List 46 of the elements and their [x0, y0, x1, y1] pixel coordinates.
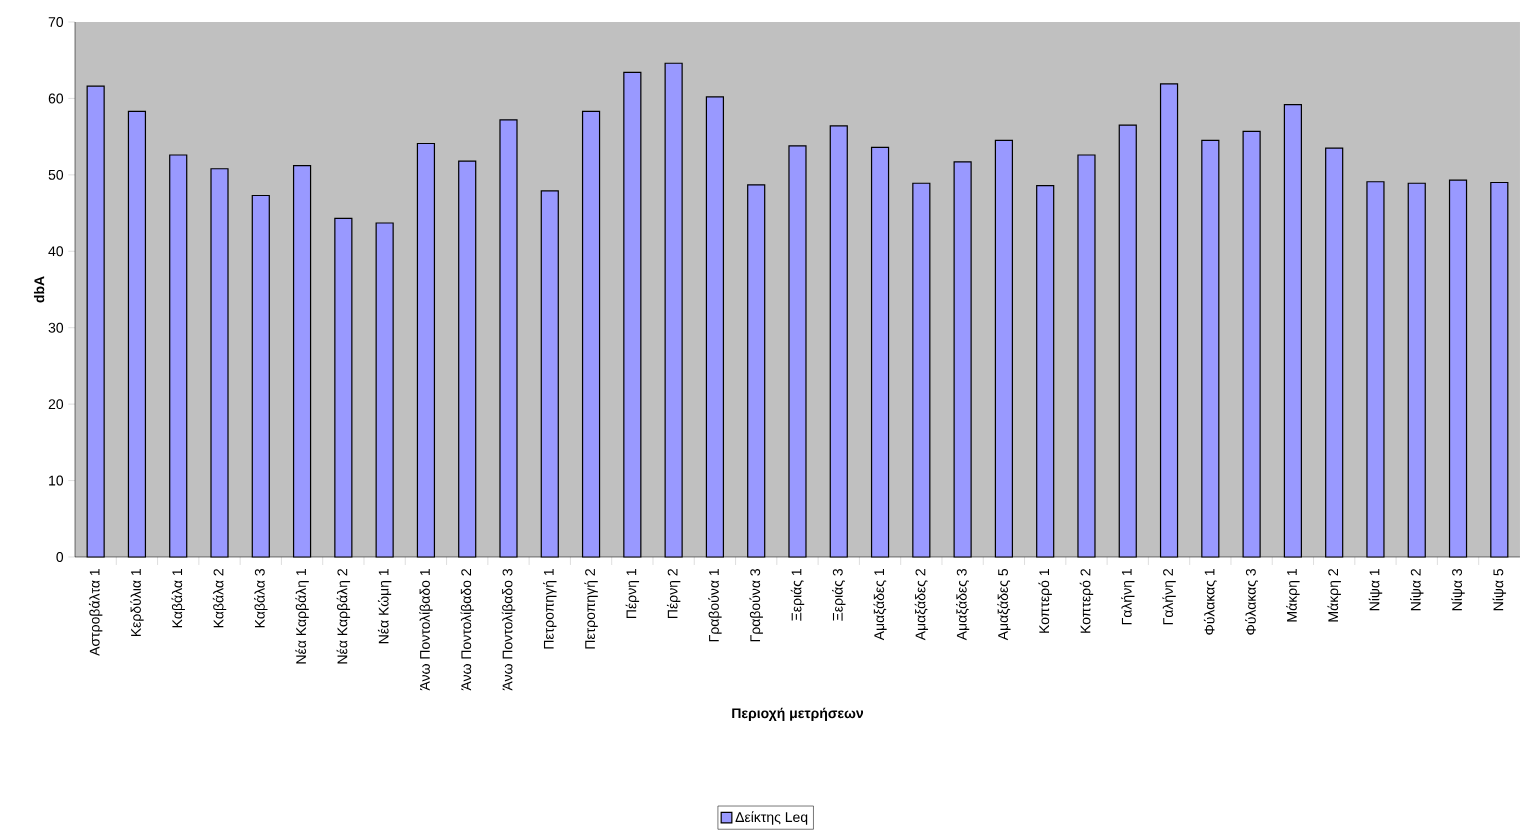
y-tick-label: 70	[48, 17, 64, 27]
x-tick-label: Ξεριάς 3	[832, 568, 846, 621]
x-tick-label: Φύλακας 1	[1203, 569, 1217, 635]
x-tick-label: Γραβούνα 3	[749, 569, 763, 642]
x-tick-label: Νέα Καρβάλη 1	[295, 569, 309, 664]
x-tick-label: Άνω Ποντολίβαδο 3	[501, 569, 516, 691]
y-tick-label: 60	[48, 93, 64, 104]
x-tick-label: Γαλήνη 1	[1121, 569, 1135, 625]
y-axis-title: dbA	[33, 276, 45, 303]
x-tick-label: Πετροπηγή 2	[584, 569, 598, 649]
y-tick-label: 10	[49, 475, 64, 486]
x-tick-label: Νίψα 2	[1410, 569, 1424, 611]
x-tick-label: Νέα Κώμη 1	[377, 569, 392, 644]
x-tick-label: Ξεριάς 1	[790, 569, 805, 621]
y-tick-label: 0	[56, 552, 64, 562]
x-tick-label: Νίψα 5	[1492, 568, 1507, 611]
x-tick-label: Πετροπηγή 1	[543, 569, 557, 649]
x-tick-label: Άνω Ποντολίβαδο 2	[460, 569, 474, 691]
x-tick-label: Φύλακας 3	[1245, 568, 1259, 635]
x-tick-label: Πέρνη 2	[666, 569, 681, 618]
x-axis-title: Περιοχή μετρήσεων	[732, 707, 864, 721]
x-tick-label: Καβάλα 2	[212, 569, 227, 628]
x-tick-label: Πέρνη 1	[625, 569, 640, 618]
x-tick-label: Άνω Ποντολίβαδο 1	[419, 569, 433, 691]
y-tick-label: 20	[48, 399, 64, 410]
x-tick-label: Νίψα 3	[1451, 569, 1465, 611]
x-tick-label: Κοπτερό 2	[1079, 569, 1094, 633]
x-tick-label: Καβάλα 1	[171, 569, 185, 628]
x-tick-label: Νίψα 1	[1368, 569, 1383, 611]
x-tick-label: Αμαξάδες 5	[997, 568, 1011, 641]
legend-label: Δείκτης Leq	[735, 811, 808, 825]
x-tick-label: Γαλήνη 2	[1162, 569, 1176, 625]
x-tick-label: Αμαξάδες 1	[873, 569, 887, 641]
x-tick-label: Αμαξάδες 2	[914, 569, 928, 641]
x-tick-label: Μάκρη 2	[1327, 569, 1341, 622]
x-tick-label: Κοπτερό 1	[1038, 569, 1052, 633]
x-tick-label: Γραβούνα 1	[708, 569, 722, 642]
y-tick-label: 30	[48, 322, 64, 333]
x-tick-label: Αστροβάλτα 1	[88, 569, 103, 656]
x-tick-label: Μάκρη 1	[1286, 569, 1300, 622]
x-tick-label: Κερδύλια 1	[130, 569, 144, 637]
x-tick-label: Νέα Καρβάλη 2	[336, 569, 351, 664]
y-tick-label: 50	[48, 169, 64, 180]
x-tick-label: Καβάλα 3	[254, 569, 268, 628]
y-tick-label: 40	[48, 246, 64, 257]
x-tick-label: Αμαξάδες 3	[956, 568, 970, 641]
